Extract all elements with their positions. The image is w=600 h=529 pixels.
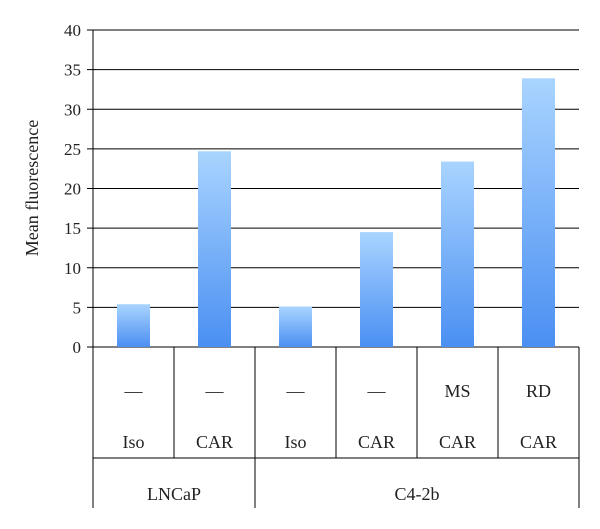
y-tick-label: 20 [64, 180, 81, 199]
y-axis-ticks: 0 5 10 15 20 25 30 35 40 [64, 21, 94, 357]
y-tick-label: 10 [64, 259, 81, 278]
category-antibody-label: Iso [285, 432, 307, 452]
category-treatment-label: RD [526, 381, 551, 401]
category-treatment-label: MS [444, 381, 470, 401]
category-antibody-label: CAR [439, 432, 476, 452]
category-treatment-label: — [124, 381, 144, 401]
category-antibody-label: CAR [196, 432, 233, 452]
category-treatment-label: — [286, 381, 306, 401]
y-tick-label: 40 [64, 21, 81, 40]
bar [441, 161, 474, 347]
gridlines [93, 29, 579, 348]
y-tick-label: 15 [64, 219, 81, 238]
y-tick-label: 0 [73, 338, 82, 357]
bar [360, 232, 393, 347]
category-treatment-label: — [367, 381, 387, 401]
category-antibody-label: CAR [358, 432, 395, 452]
y-tick-label: 30 [64, 100, 81, 119]
y-tick-label: 25 [64, 140, 81, 159]
bars [117, 78, 555, 347]
y-tick-label: 35 [64, 61, 81, 80]
bar [117, 304, 150, 347]
bar [522, 78, 555, 347]
bar [198, 151, 231, 347]
category-antibody-label: CAR [520, 432, 557, 452]
cell-line-group-label: C4-2b [395, 484, 440, 504]
category-treatment-label: — [205, 381, 225, 401]
y-axis-label: Mean fluorescence [22, 120, 42, 256]
cell-line-group-label: LNCaP [147, 484, 201, 504]
bar [279, 306, 312, 347]
category-table: — Iso — CAR — Iso — CAR MS CAR RD CAR LNCaP C4-2b [92, 347, 580, 508]
y-tick-label: 5 [73, 298, 82, 317]
category-antibody-label: Iso [123, 432, 145, 452]
